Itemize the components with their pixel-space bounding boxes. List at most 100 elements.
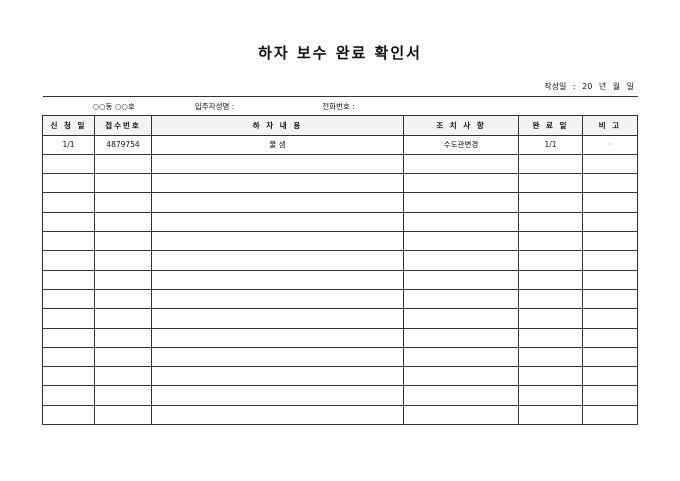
empty-cell[interactable] [403,250,519,271]
empty-cell[interactable] [151,385,404,406]
empty-cell[interactable] [42,385,95,406]
empty-cell[interactable] [94,404,152,426]
empty-cell[interactable] [581,404,639,426]
empty-cell[interactable] [151,366,404,387]
empty-cell[interactable] [581,153,639,175]
empty-cell[interactable] [94,327,152,348]
empty-cell[interactable] [518,327,583,348]
empty-cell[interactable] [581,346,639,368]
empty-cell[interactable] [151,327,404,348]
empty-cell[interactable] [151,173,404,194]
empty-cell[interactable] [42,173,95,194]
empty-cell[interactable] [151,153,404,175]
empty-cell[interactable] [518,308,583,329]
empty-cell[interactable] [403,327,519,348]
empty-row [42,153,639,175]
empty-row [42,366,639,387]
empty-cell[interactable] [151,250,404,271]
document-title: 하자 보수 완료 확인서 [258,44,422,62]
empty-cell[interactable] [94,269,152,290]
date-line: 작성일 : 20 년 월 일 [544,82,634,91]
empty-cell[interactable] [42,231,95,252]
empty-cell[interactable] [42,346,95,368]
empty-cell[interactable] [42,153,95,175]
empty-cell[interactable] [94,385,152,406]
empty-row [42,269,639,290]
empty-cell[interactable] [151,308,404,329]
empty-cell[interactable] [581,327,639,348]
empty-cell[interactable] [581,250,639,271]
unit-label: ○○동 ○○호 [92,101,135,111]
empty-cell[interactable] [94,211,152,233]
empty-row [42,250,639,271]
empty-cell[interactable] [403,288,519,310]
empty-cell[interactable] [518,269,583,290]
empty-cell[interactable] [42,327,95,348]
empty-cell[interactable] [518,346,583,368]
column-header: 완 료 일 [518,115,583,136]
empty-cell[interactable] [42,192,95,213]
empty-cell[interactable] [581,385,639,406]
column-header: 하 자 내 용 [151,115,404,136]
empty-row [42,192,639,213]
empty-cell[interactable] [518,288,583,310]
empty-cell[interactable] [151,269,404,290]
empty-cell[interactable] [151,288,404,310]
empty-cell[interactable] [42,288,95,310]
empty-cell[interactable] [403,346,519,368]
empty-cell[interactable] [151,192,404,213]
empty-cell[interactable] [518,231,583,252]
empty-cell[interactable] [581,192,639,213]
empty-cell[interactable] [581,288,639,310]
empty-row [42,211,639,233]
phone-label: 전화번호 : [322,101,355,111]
empty-cell[interactable] [518,173,583,194]
empty-cell[interactable] [518,211,583,233]
empty-cell[interactable] [518,366,583,387]
empty-cell[interactable] [151,231,404,252]
empty-cell[interactable] [581,269,639,290]
empty-cell[interactable] [42,366,95,387]
empty-cell[interactable] [518,153,583,175]
empty-cell[interactable] [94,153,152,175]
empty-cell[interactable] [94,308,152,329]
empty-cell[interactable] [581,308,639,329]
empty-cell[interactable] [94,173,152,194]
table-cell: 물 샘 [151,134,404,155]
empty-cell[interactable] [94,346,152,368]
table-cell: 4879754 [94,134,152,155]
empty-cell[interactable] [403,153,519,175]
empty-cell[interactable] [518,250,583,271]
empty-cell[interactable] [403,366,519,387]
empty-cell[interactable] [403,173,519,194]
empty-cell[interactable] [581,211,639,233]
empty-cell[interactable] [94,250,152,271]
empty-cell[interactable] [518,385,583,406]
empty-cell[interactable] [581,366,639,387]
empty-cell[interactable] [403,211,519,233]
empty-cell[interactable] [518,192,583,213]
empty-cell[interactable] [581,173,639,194]
empty-cell[interactable] [42,211,95,233]
empty-cell[interactable] [151,346,404,368]
empty-cell[interactable] [518,404,583,426]
empty-cell[interactable] [403,308,519,329]
empty-cell[interactable] [403,192,519,213]
empty-cell[interactable] [94,231,152,252]
empty-cell[interactable] [151,211,404,233]
empty-cell[interactable] [94,366,152,387]
empty-cell[interactable] [42,269,95,290]
empty-cell[interactable] [581,231,639,252]
empty-cell[interactable] [94,288,152,310]
empty-cell[interactable] [42,308,95,329]
empty-cell[interactable] [94,192,152,213]
empty-cell[interactable] [403,385,519,406]
empty-cell[interactable] [403,231,519,252]
empty-cell[interactable] [403,404,519,426]
empty-row [42,385,639,406]
empty-cell[interactable] [42,404,95,426]
empty-cell[interactable] [403,269,519,290]
empty-cell[interactable] [42,250,95,271]
empty-cell[interactable] [151,404,404,426]
